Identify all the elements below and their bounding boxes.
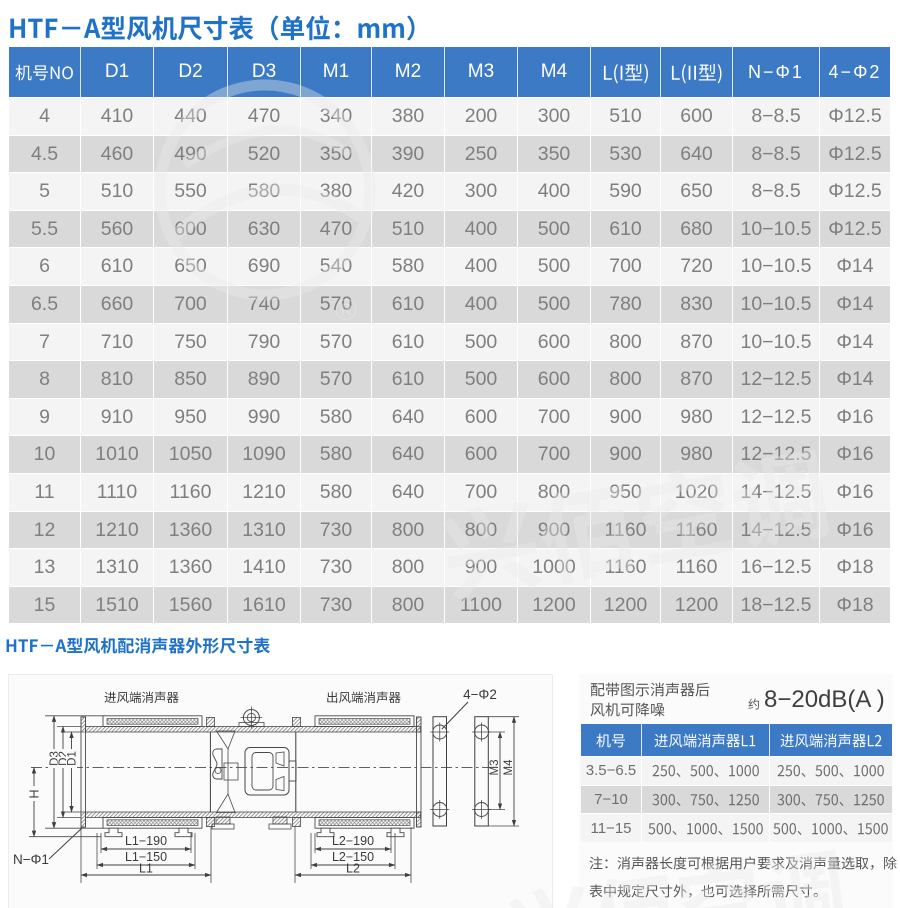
svg-text:L2−190: L2−190 [332,834,374,848]
svg-text:H: H [28,789,42,798]
svg-text:M3: M3 [489,760,501,776]
svg-text:D1: D1 [67,751,79,766]
svg-text:L1: L1 [139,862,153,876]
svg-text:L1−150: L1−150 [125,850,167,864]
svg-text:L2: L2 [346,862,360,876]
svg-text:M4: M4 [503,759,515,776]
svg-text:L1−190: L1−190 [125,834,167,848]
svg-text:L2−150: L2−150 [332,850,374,864]
svg-text:N−Φ1: N−Φ1 [13,852,49,867]
svg-text:4−Φ2: 4−Φ2 [463,687,497,702]
